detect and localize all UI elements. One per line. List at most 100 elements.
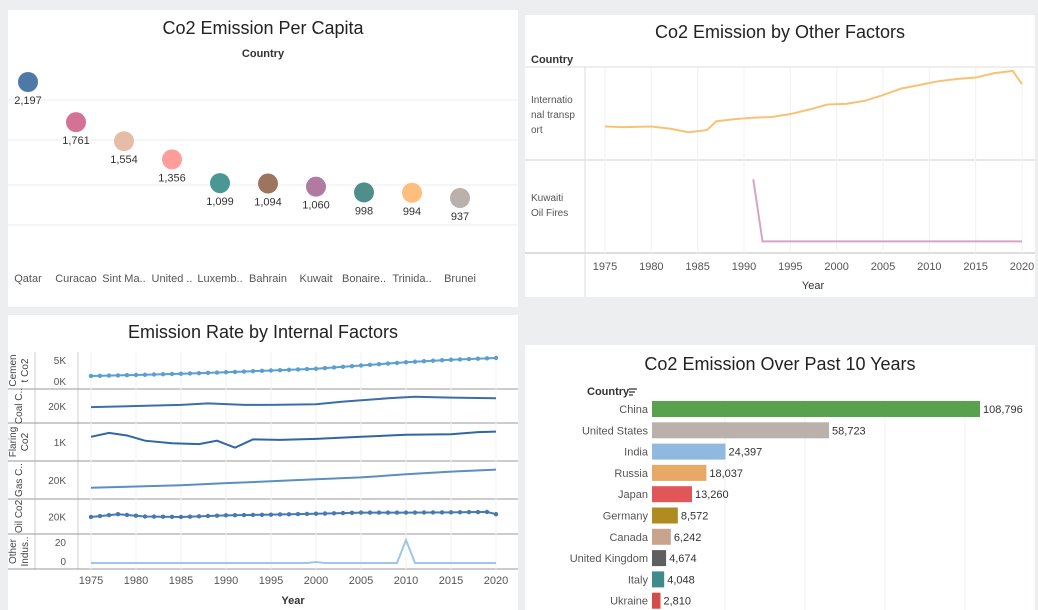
data-point <box>403 360 409 365</box>
tick-label: 1985 <box>685 261 709 273</box>
tick-label: 1985 <box>169 575 193 587</box>
data-label: 2,810 <box>663 596 691 608</box>
category-label: Ukraine <box>610 596 648 608</box>
data-point <box>142 372 148 377</box>
data-point <box>88 373 94 379</box>
bar <box>652 486 692 503</box>
bar <box>652 443 726 460</box>
row-label: t Co2 <box>20 358 31 382</box>
per-capita-panel: Co2 Emission Per Capita Country 2,197 Qat… <box>8 10 518 307</box>
data-point <box>187 371 193 376</box>
internal-factors-title: Emission Rate by Internal Factors <box>127 322 399 342</box>
data-point <box>402 182 422 203</box>
data-point <box>475 356 481 361</box>
tick-label: 2020 <box>484 575 508 587</box>
tick-label: 2005 <box>349 575 373 587</box>
row-label: Co2 <box>20 432 31 451</box>
bar <box>652 507 678 524</box>
data-point <box>340 364 346 369</box>
series-line <box>604 69 1023 134</box>
tick-label: 1990 <box>732 261 756 273</box>
category-label: Italy <box>628 574 649 586</box>
data-label: 1,356 <box>158 172 186 184</box>
tick-label: Sint Ma.. <box>102 273 145 285</box>
data-label: 998 <box>355 205 373 217</box>
data-label: 6,242 <box>674 532 702 544</box>
tick-label: 1975 <box>79 575 103 587</box>
data-point <box>466 509 472 515</box>
per-capita-header: Country <box>241 48 285 60</box>
data-point <box>115 373 121 378</box>
row-header: Country <box>587 386 630 398</box>
data-point <box>286 512 292 517</box>
data-point <box>151 372 157 377</box>
data-point <box>277 367 283 373</box>
data-point <box>205 513 211 519</box>
category-label: Japan <box>618 489 648 501</box>
tick-label: 2000 <box>304 575 328 587</box>
tick-label: 1990 <box>214 575 238 587</box>
data-point <box>340 510 346 516</box>
data-point <box>178 514 184 520</box>
tick-label: 1K <box>54 438 67 449</box>
row-label: Internatio <box>531 95 573 106</box>
tick-label: Bonaire.. <box>342 273 386 285</box>
row-header: Country <box>531 54 574 66</box>
data-point <box>214 513 220 518</box>
bar <box>652 550 667 567</box>
bar <box>652 464 707 481</box>
data-point <box>295 511 301 517</box>
series-line <box>91 537 496 564</box>
row-label: Flaring <box>8 427 19 458</box>
past10-title: Co2 Emission Over Past 10 Years <box>644 354 916 374</box>
data-point <box>210 173 230 194</box>
data-point <box>268 368 274 373</box>
category-label: China <box>619 404 649 416</box>
data-point <box>286 367 292 372</box>
tick-label: 0K <box>54 377 67 388</box>
data-point <box>214 370 220 375</box>
tick-label: 2020 <box>1010 261 1034 273</box>
data-point <box>232 369 238 375</box>
tick-label: Brunei <box>444 273 476 285</box>
data-point <box>169 514 175 520</box>
internal-factors-chart: Cemen t Co2 5K 0K Coal C.. 20K Flaring Co2 1K Gas… <box>8 352 518 607</box>
data-point <box>259 512 265 517</box>
data-label: 1,554 <box>110 154 138 166</box>
series-line <box>90 357 497 377</box>
data-point <box>259 368 265 374</box>
row-label: Coal C.. <box>14 388 25 424</box>
bar <box>652 592 661 609</box>
axis-label: Year <box>281 595 305 607</box>
data-point <box>394 510 400 515</box>
data-point <box>66 112 86 133</box>
data-point <box>18 72 38 92</box>
axis-label: Year <box>802 280 825 292</box>
tick-label: Kuwait <box>299 273 332 285</box>
data-label: 4,674 <box>669 553 697 565</box>
tick-label: 2000 <box>824 261 848 273</box>
data-label: 8,572 <box>681 511 709 523</box>
data-point <box>97 373 103 378</box>
data-point <box>349 510 355 516</box>
tick-label: 1980 <box>639 261 663 273</box>
data-point <box>354 182 374 203</box>
data-point <box>268 512 274 517</box>
row-label: Oil Co2 <box>14 499 25 533</box>
data-point <box>493 355 499 361</box>
tick-label: Qatar <box>14 273 42 285</box>
data-label: 13,260 <box>695 489 729 501</box>
other-factors-panel: Co2 Emission by Other Factors Country Int… <box>525 15 1035 297</box>
data-point <box>349 363 355 369</box>
data-point <box>421 510 427 515</box>
data-point <box>97 513 103 519</box>
series-line <box>90 510 497 518</box>
data-label: 4,048 <box>667 574 695 586</box>
series-line <box>90 468 497 489</box>
data-point <box>306 176 326 197</box>
data-point <box>430 358 436 363</box>
category-label: United States <box>582 425 649 437</box>
row-label: Kuwaiti <box>531 193 563 204</box>
data-point <box>304 511 310 517</box>
category-label: Germany <box>603 511 649 523</box>
